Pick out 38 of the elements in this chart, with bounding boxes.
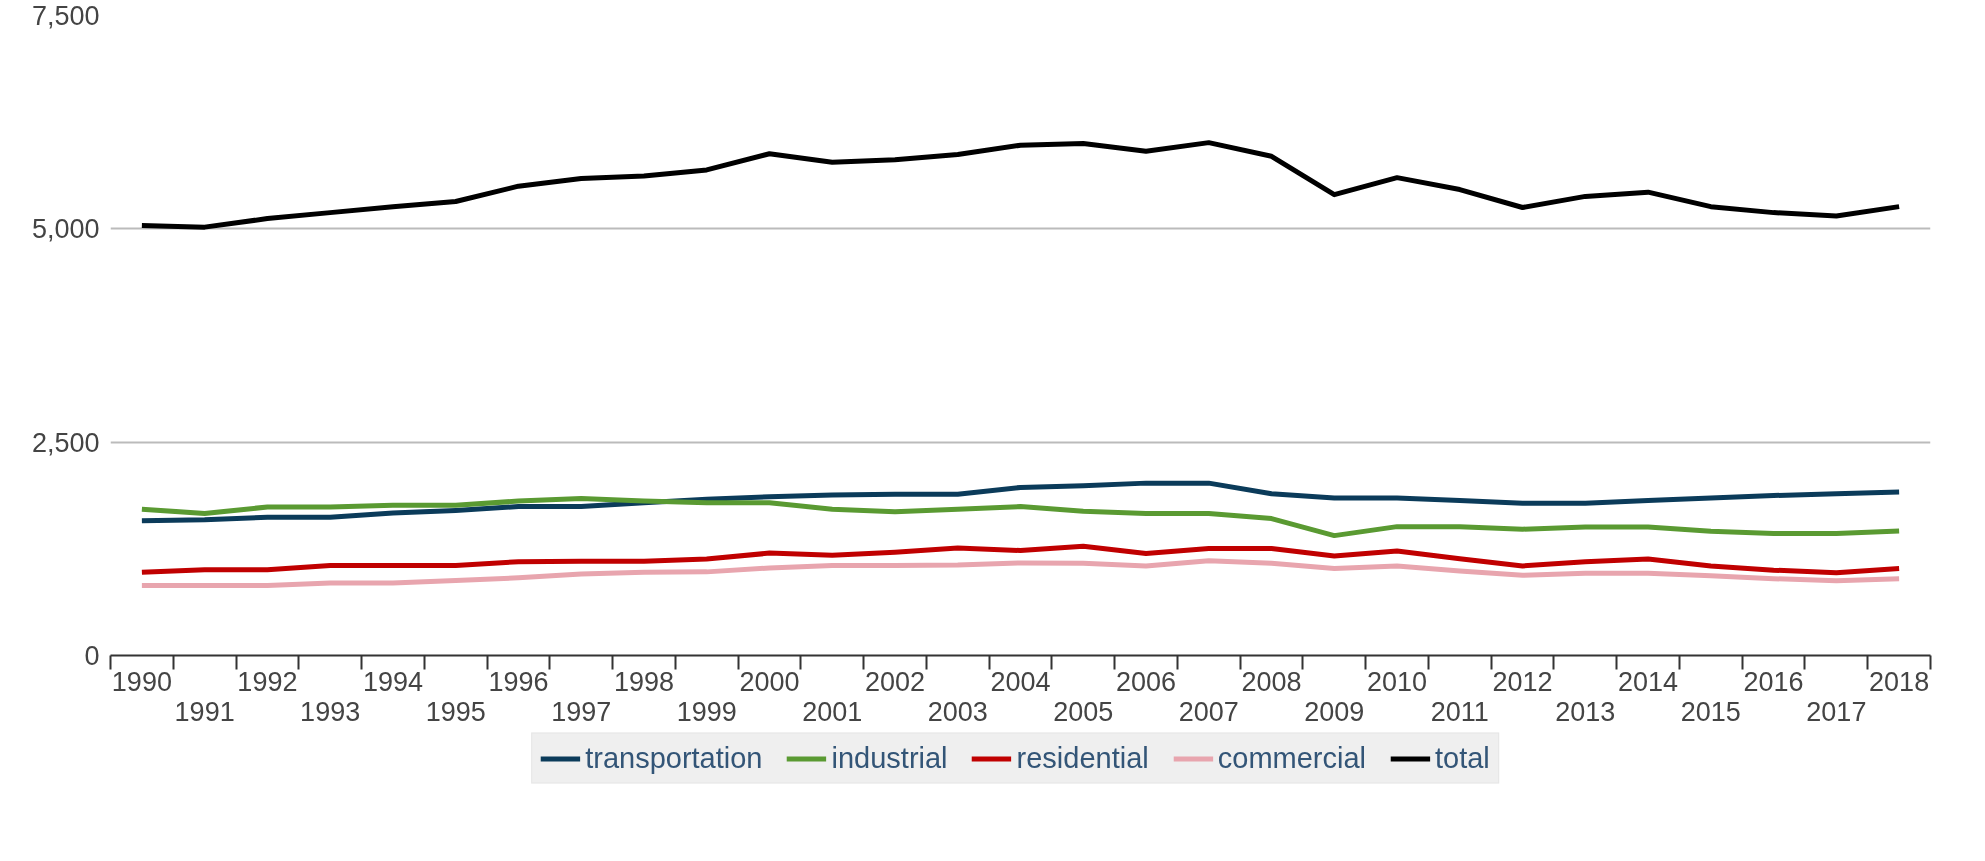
x-tick-label: 2014 [1618,666,1679,697]
y-tick-label: 0 [84,641,100,671]
x-tick-label: 2018 [1869,666,1930,697]
x-tick-label: 1993 [300,696,361,727]
x-tick-label: 1992 [237,666,298,697]
x-tick-label: 1998 [613,666,674,697]
x-tick-label: 2008 [1241,666,1302,697]
x-tick-label: 1991 [174,696,235,727]
x-tick-label: 2010 [1367,666,1428,697]
x-tick-label: 2003 [927,696,988,727]
y-tick-label: 2,500 [31,427,100,458]
x-tick-label: 2013 [1555,696,1616,727]
y-tick-label: 7,500 [31,1,100,31]
x-tick-label: 1994 [362,666,423,697]
legend-label: transportation [585,741,763,775]
y-tick-label: 5,000 [31,214,100,245]
x-tick-label: 1997 [551,696,612,727]
x-tick-label: 2012 [1492,666,1553,697]
x-tick-label: 2009 [1304,696,1365,727]
x-tick-label: 2007 [1178,696,1239,727]
x-tick-label: 2015 [1680,696,1741,727]
x-tick-label: 2006 [1115,666,1177,697]
legend-label: industrial [831,741,948,775]
x-tick-label: 2011 [1430,696,1489,727]
x-tick-label: 2005 [1053,696,1114,727]
legend-label: commercial [1217,741,1366,775]
x-tick-label: 2017 [1806,696,1867,727]
x-tick-label: 2002 [864,666,926,697]
x-tick-label: 1990 [111,666,172,697]
x-tick-label: 2004 [990,666,1051,697]
legend-label: residential [1016,741,1149,775]
x-tick-label: 1999 [676,696,737,727]
x-tick-label: 1995 [425,696,486,727]
x-tick-label: 2016 [1743,666,1804,697]
x-tick-label: 2001 [802,696,863,727]
x-tick-label: 1996 [488,666,549,697]
legend-label: total [1435,741,1490,775]
x-tick-label: 2000 [739,666,800,697]
